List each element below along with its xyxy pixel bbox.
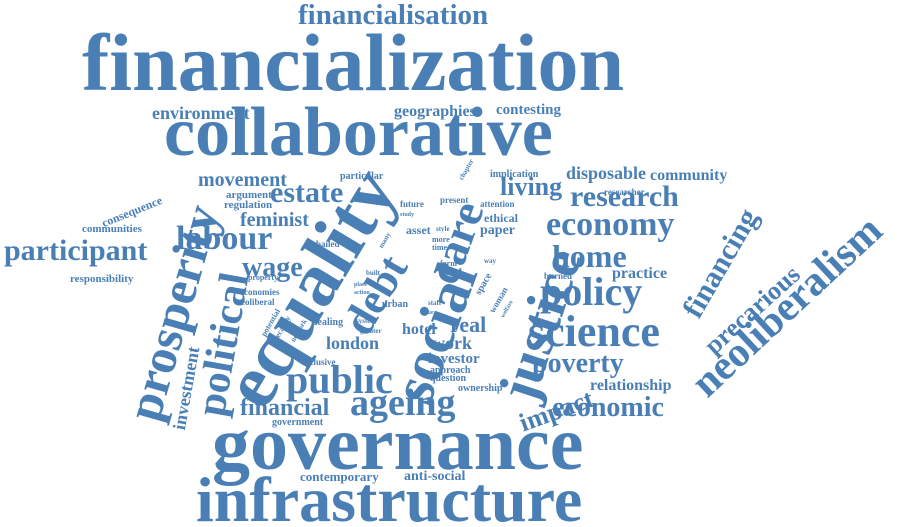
word-value: value [420,310,434,316]
word-form: form [440,259,457,268]
word-more: more [432,235,450,244]
word-government: government [272,417,324,428]
word-case: case [440,269,453,277]
word-future: future [400,199,424,209]
word-financial: financial [240,395,330,421]
word-system: system [356,317,377,325]
word-work: work [432,333,472,353]
word-living: living [500,172,563,201]
word-contemporary: contemporary [300,469,379,484]
word-home: home [552,238,627,274]
word-poverty: poverty [532,348,624,379]
word-place: place [354,282,368,288]
word-property: property [248,273,279,282]
word-ageing: ageing [350,382,456,424]
word-approach: approach [430,365,471,376]
word-public: public [286,357,393,402]
word-environment: environment [152,103,250,123]
word-paper: paper [480,223,515,238]
word-wage: wage [242,252,303,283]
word-research: research [570,180,679,213]
word-economy: economy [546,206,675,243]
word-responsibility: responsibility [70,273,134,285]
word-staff: staff [428,299,442,307]
word-attention: attention [480,199,515,209]
word-infrastructure: infrastructure [196,464,583,527]
word-present: present [440,195,469,205]
word-burned: burned [544,271,573,281]
word-anti-social: anti-social [404,469,466,484]
word-science: science [528,307,660,356]
word-policy: policy [540,269,643,314]
word-ethical: ethical [484,211,518,225]
word-regulation: regulation [224,199,273,211]
word-participant: participant [4,234,148,267]
word-practice: practice [612,265,668,282]
word-financialization: financialization [82,17,625,108]
word-london: london [326,333,380,353]
word-communities: communities [82,223,142,235]
word-argument: argument [226,189,272,201]
word-way: way [484,257,497,265]
word-governance: governance [212,402,584,486]
word-inclusive: inclusive [302,357,336,367]
word-built: built [366,269,381,277]
word-asset: asset [406,223,431,237]
word-community: community [650,167,728,184]
word-feminist: feminist [240,209,309,231]
word-real: real [450,312,487,337]
word-bailed: bailed [316,239,340,249]
word-hotel: hotel [402,321,436,338]
word-contesting: contesting [496,102,561,118]
word-ownership: ownership [458,383,503,394]
word-geographies: geographies [394,103,476,120]
word-urban: urban [382,299,409,310]
word-style: style [436,225,450,233]
word-particular: particular [340,171,384,182]
word-study: study [400,212,415,218]
word-investor: investor [428,351,480,367]
word-dealing: dealing [312,317,344,328]
word-relationship: relationship [590,377,672,394]
word-estate: estate [270,176,344,209]
word-disposable: disposable [566,163,647,183]
word-time: time [432,243,448,252]
word-greater: greater [360,327,382,335]
word-labour: labour [176,220,273,257]
word-economic: economic [552,392,664,423]
word-economies: economies [240,287,280,297]
word-movement: movement [198,169,287,191]
word-collaborative: collaborative [164,94,553,171]
word-action: action [354,290,370,296]
word-financialisation: financialisation [298,0,489,31]
word-question: question [430,373,467,384]
word-neoliberal: neoliberal [236,297,275,307]
word-implication: implication [490,169,539,180]
word-researcher: researcher [604,187,645,197]
